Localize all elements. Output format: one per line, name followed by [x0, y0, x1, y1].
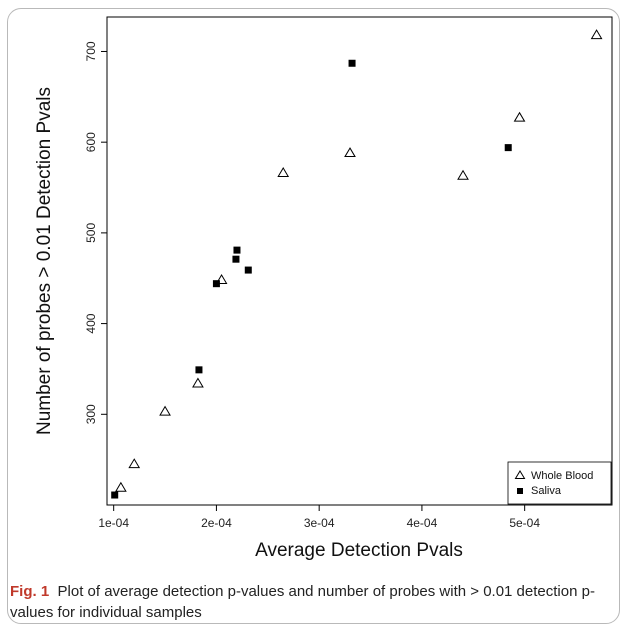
y-tick-label: 700 — [84, 41, 98, 61]
figure-frame — [7, 8, 620, 624]
legend-marker-saliva — [517, 488, 523, 494]
y-axis-title: Number of probes > 0.01 Detection Pvals — [34, 87, 55, 435]
y-axis: 300 400 500 600 700 — [84, 41, 107, 424]
caption-label: Fig. 1 — [10, 583, 50, 600]
x-tick-label: 4e-04 — [407, 516, 438, 530]
figure-caption: Fig. 1 Plot of average detection p-value… — [10, 581, 615, 623]
whole-blood-point — [344, 147, 356, 158]
saliva-point — [111, 491, 119, 499]
y-tick-label: 300 — [84, 404, 98, 424]
saliva-point — [233, 246, 241, 254]
whole-blood-point — [590, 29, 603, 40]
legend: Whole Blood Saliva — [507, 461, 612, 505]
data-points — [111, 29, 603, 499]
x-tick-label: 1e-04 — [98, 516, 129, 530]
whole-blood-point — [114, 481, 127, 492]
x-tick-label: 5e-04 — [509, 516, 540, 530]
saliva-point — [244, 266, 252, 274]
legend-marker-whole-blood — [514, 470, 526, 479]
whole-blood-point — [277, 167, 290, 178]
x-tick-label: 2e-04 — [201, 516, 232, 530]
legend-label-saliva: Saliva — [531, 485, 562, 497]
legend-label-whole-blood: Whole Blood — [531, 470, 593, 482]
x-axis: 1e-04 2e-04 3e-04 4e-04 5e-04 — [98, 505, 540, 530]
x-axis-title: Average Detection Pvals — [255, 540, 463, 561]
legend-box — [507, 461, 612, 505]
x-tick-label: 3e-04 — [304, 516, 335, 530]
saliva-point — [212, 280, 220, 288]
whole-blood-point — [159, 405, 171, 416]
saliva-point — [504, 144, 512, 152]
y-tick-label: 400 — [84, 313, 98, 333]
whole-blood-point — [457, 169, 469, 180]
y-tick-label: 600 — [84, 132, 98, 152]
saliva-point — [195, 366, 203, 374]
whole-blood-point — [192, 377, 204, 388]
y-tick-label: 500 — [84, 223, 98, 243]
caption-text: Plot of average detection p-values and n… — [10, 583, 595, 621]
plot-frame — [106, 16, 613, 506]
saliva-point — [232, 255, 240, 263]
whole-blood-point — [128, 458, 141, 469]
whole-blood-point — [513, 111, 526, 122]
scatter-chart: 1e-04 2e-04 3e-04 4e-04 5e-04 300 400 500 600 70… — [34, 16, 613, 561]
saliva-point — [348, 59, 356, 67]
